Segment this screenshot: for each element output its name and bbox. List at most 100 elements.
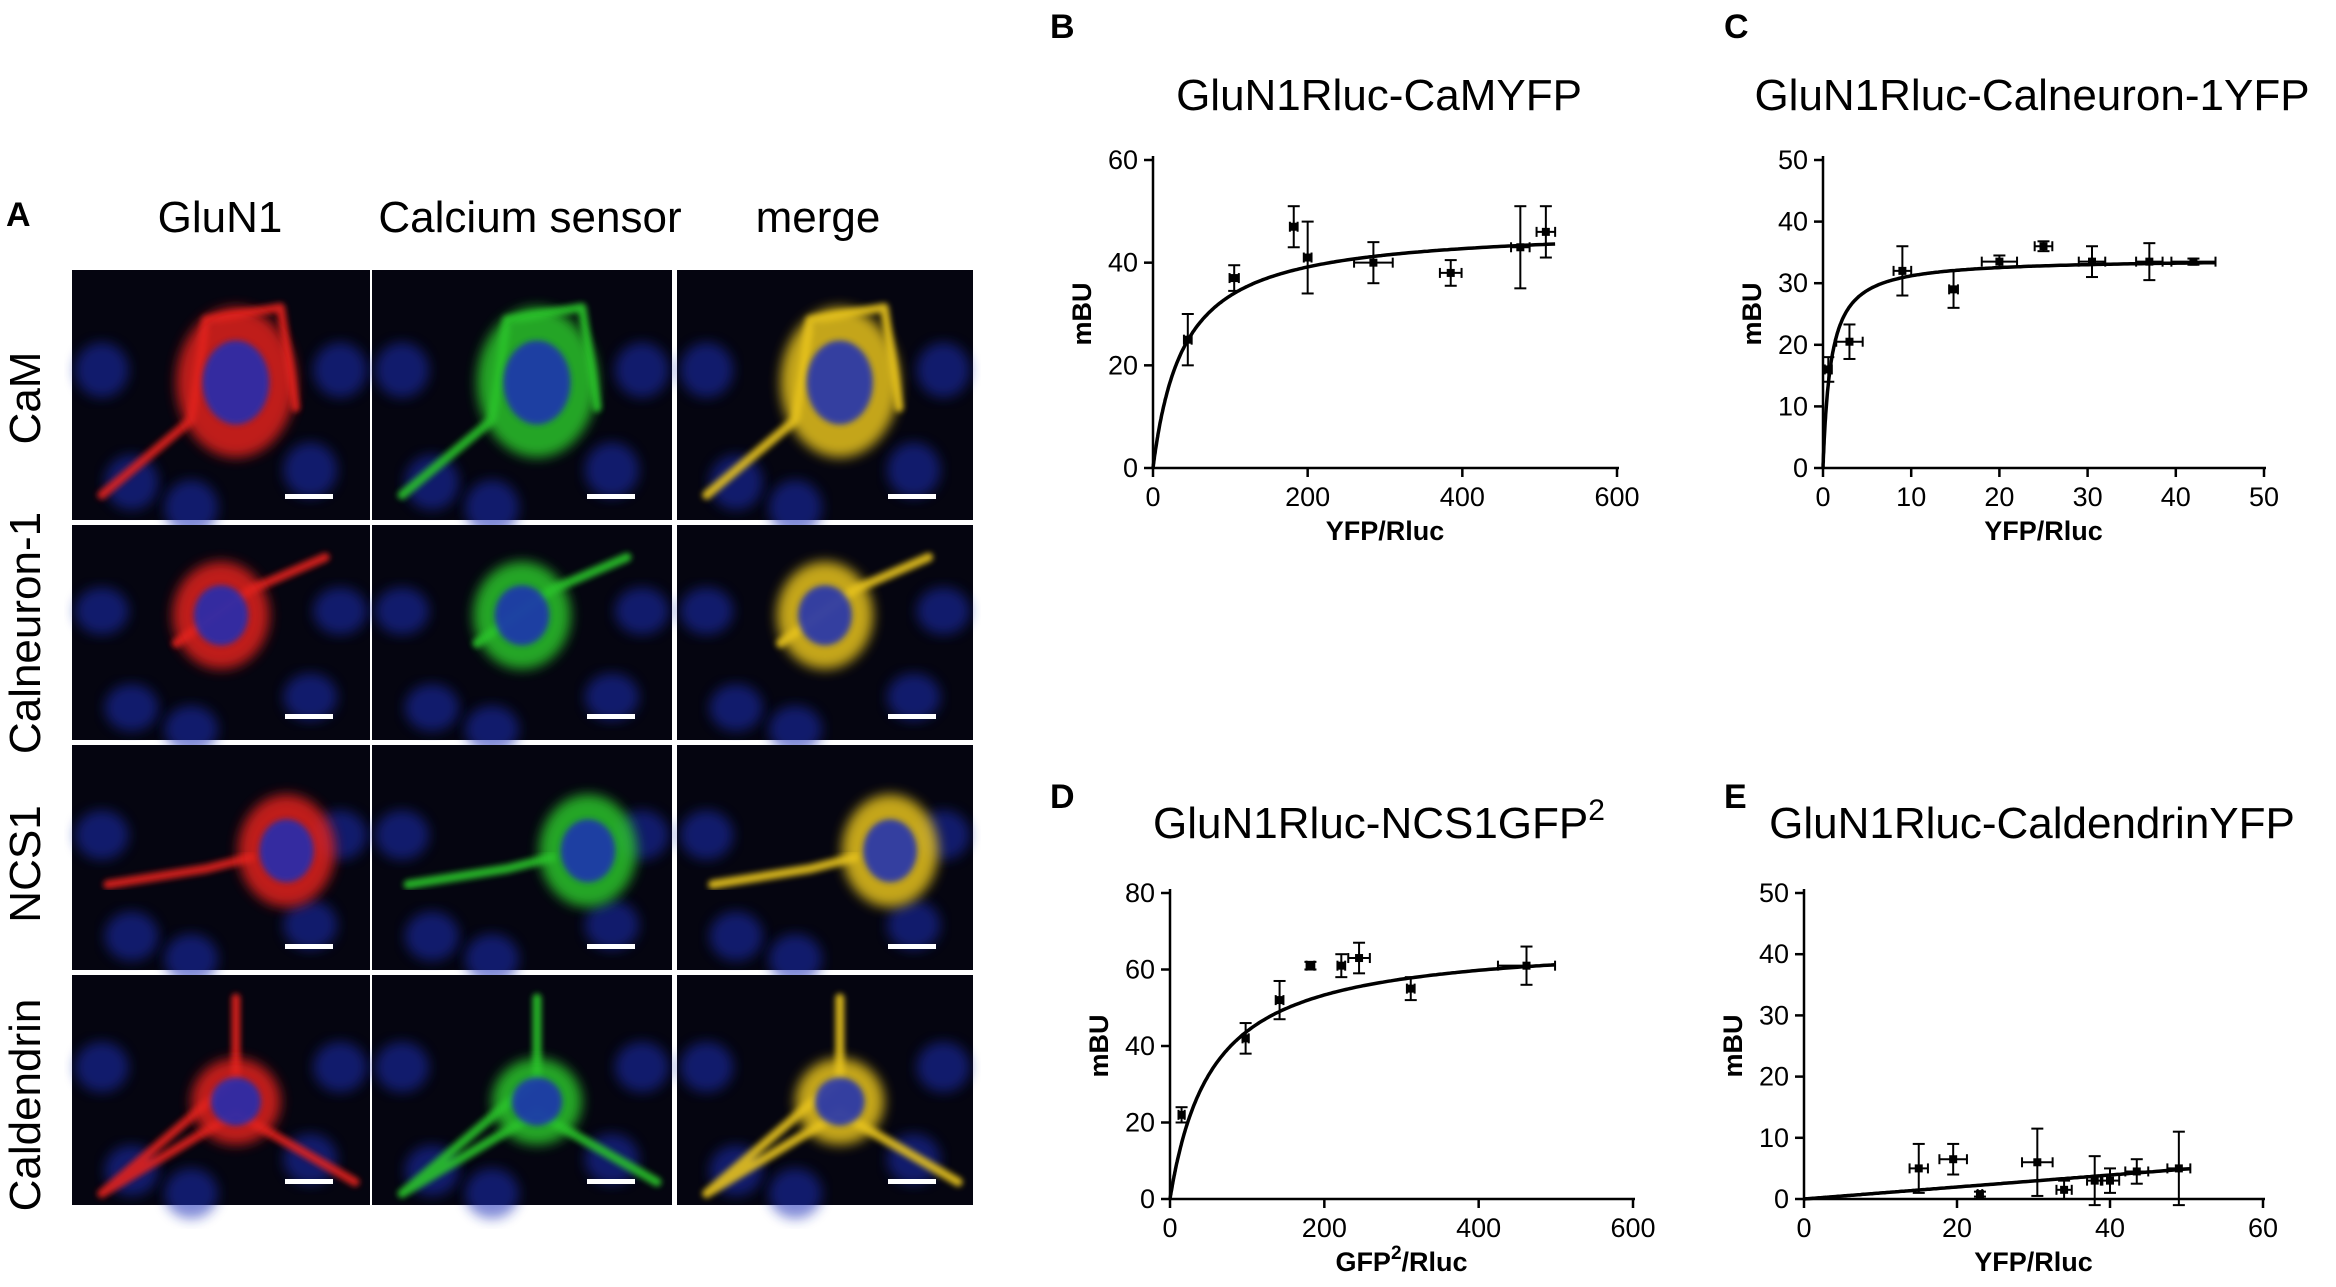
row-header-calneuron-1: Calneuron-1 (1, 512, 50, 754)
scale-bar (587, 714, 635, 719)
x-tick-label: 20 (1984, 482, 2014, 512)
microscopy-grid (72, 270, 973, 1219)
data-marker (2088, 257, 2097, 266)
y-axis-label: mBU (1067, 282, 1097, 345)
panel-label-d: D (1050, 778, 1075, 816)
x-tick-label: 10 (1896, 482, 1926, 512)
data-marker (1898, 266, 1907, 275)
scale-bar (285, 714, 333, 719)
micrograph-calneuron-1-glun1 (72, 525, 370, 753)
data-marker (1995, 257, 2004, 266)
y-tick-label: 0 (1793, 453, 1808, 483)
data-point (1438, 259, 1463, 287)
micrograph-cam-glun1 (72, 270, 370, 535)
data-marker (1949, 285, 1958, 294)
data-point (1175, 1106, 1188, 1124)
y-tick-label: 0 (1774, 1184, 1789, 1214)
y-tick-label: 0 (1123, 453, 1138, 483)
data-point (1835, 323, 1864, 360)
data-marker (2033, 1158, 2042, 1167)
y-tick-label: 20 (1108, 350, 1138, 380)
x-axis-label: GFP2/Rluc (1335, 1243, 1467, 1277)
column-header-calcium-sensor: Calcium sensor (378, 193, 681, 242)
y-tick-label: 50 (1778, 145, 1808, 175)
data-marker (2060, 1185, 2069, 1194)
data-marker (1949, 1155, 1958, 1164)
y-axis-label: mBU (1718, 1014, 1748, 1077)
data-point (2099, 1167, 2121, 1194)
data-marker (1183, 335, 1192, 344)
data-point (2166, 1130, 2192, 1207)
data-marker (1230, 274, 1239, 283)
data-marker (2106, 1176, 2114, 1185)
x-tick-label: 40 (2161, 482, 2191, 512)
x-tick-label: 30 (2073, 482, 2103, 512)
data-marker (1289, 222, 1298, 231)
column-header-merge: merge (756, 193, 881, 242)
y-tick-label: 0 (1140, 1184, 1155, 1214)
data-point (2033, 240, 2054, 253)
chart-title: GluN1Rluc-CaMYFP (1176, 71, 1582, 120)
x-axis-label: YFP/Rluc (1984, 516, 2103, 546)
chart-title: GluN1Rluc-NCS1GFP2 (1153, 794, 1605, 848)
x-tick-label: 50 (2249, 482, 2279, 512)
chart-title: GluN1Rluc-CaldendrinYFP (1769, 799, 2295, 848)
data-point (1496, 945, 1557, 986)
panel-label-c: C (1724, 8, 1749, 46)
data-point (1973, 1189, 1986, 1200)
x-axis-label: YFP/Rluc (1326, 516, 1445, 546)
data-point (1273, 979, 1286, 1021)
data-marker (1845, 337, 1854, 346)
x-tick-label: 0 (1162, 1213, 1177, 1243)
y-tick-label: 40 (1125, 1031, 1155, 1061)
micrograph-caldendrin-merge (677, 975, 973, 1219)
data-marker (1306, 961, 1315, 970)
column-header-glun1: GluN1 (158, 193, 283, 242)
x-tick-label: 0 (1145, 482, 1160, 512)
y-tick-label: 60 (1108, 145, 1138, 175)
data-point (1353, 241, 1394, 285)
data-point (1908, 1142, 1929, 1194)
row-header-ncs1: NCS1 (1, 805, 50, 922)
data-point (2086, 1155, 2104, 1207)
scale-bar (587, 944, 635, 949)
x-tick-label: 400 (1456, 1213, 1501, 1243)
data-point (1287, 205, 1300, 249)
chart-b: GluN1Rluc-CaMYFP 0 200 400 600 0 20 40 60 YFP/Rlu… (1067, 71, 1640, 546)
data-point (1404, 976, 1417, 1002)
x-tick-label: 600 (1610, 1213, 1655, 1243)
x-tick-label: 200 (1302, 1213, 1347, 1243)
data-point (2170, 256, 2217, 267)
y-tick-label: 20 (1125, 1108, 1155, 1138)
fit-curve (1151, 242, 1556, 469)
micrograph-ncs1-glun1 (72, 745, 370, 984)
chart-d: GluN1Rluc-NCS1GFP2 0 200 400 600 0 20 40 60 80 GFP… (1084, 794, 1656, 1277)
micrograph-ncs1-calcium-sensor (372, 745, 672, 984)
data-marker (2090, 1176, 2099, 1185)
data-marker (2189, 257, 2198, 266)
y-tick-label: 10 (1778, 391, 1808, 421)
data-point (1535, 205, 1557, 259)
micrograph-caldendrin-calcium-sensor (372, 975, 672, 1219)
data-point (1347, 941, 1371, 975)
data-marker (1914, 1164, 1923, 1173)
scale-bar (285, 1179, 333, 1184)
scale-bar (285, 494, 333, 499)
scale-bar (888, 1179, 936, 1184)
data-marker (1406, 984, 1415, 993)
scale-bar (888, 494, 936, 499)
data-point (1510, 205, 1531, 290)
panel-label-b: B (1050, 8, 1075, 46)
y-tick-label: 20 (1778, 330, 1808, 360)
panel-label-a: A (6, 196, 31, 234)
x-tick-label: 0 (1815, 482, 1830, 512)
micrograph-cam-calcium-sensor (372, 270, 672, 535)
y-tick-label: 20 (1759, 1062, 1789, 1092)
data-marker (1975, 1190, 1984, 1199)
data-marker (1541, 227, 1550, 236)
scale-bar (285, 944, 333, 949)
y-tick-label: 50 (1759, 878, 1789, 908)
y-axis-label: mBU (1084, 1014, 1114, 1077)
scale-bar (587, 494, 635, 499)
data-point (2021, 1127, 2054, 1197)
